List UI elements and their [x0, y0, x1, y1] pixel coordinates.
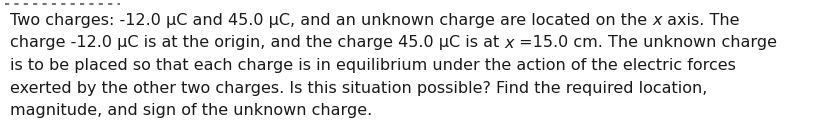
Text: Two charges: -12.0 μC and 45.0 μC, and an unknown charge are located on the: Two charges: -12.0 μC and 45.0 μC, and a… [10, 13, 653, 28]
Text: x: x [504, 36, 514, 50]
Text: x: x [653, 13, 662, 28]
Text: exerted by the other two charges. Is this situation possible? Find the required : exerted by the other two charges. Is thi… [10, 80, 707, 95]
Text: magnitude, and sign of the unknown charge.: magnitude, and sign of the unknown charg… [10, 103, 372, 118]
Text: is to be placed so that each charge is in equilibrium under the action of the el: is to be placed so that each charge is i… [10, 58, 736, 73]
Text: charge -12.0 μC is at the origin, and the charge 45.0 μC is at: charge -12.0 μC is at the origin, and th… [10, 36, 504, 50]
Text: axis. The: axis. The [662, 13, 739, 28]
Text: =15.0 cm. The unknown charge: =15.0 cm. The unknown charge [514, 36, 777, 50]
